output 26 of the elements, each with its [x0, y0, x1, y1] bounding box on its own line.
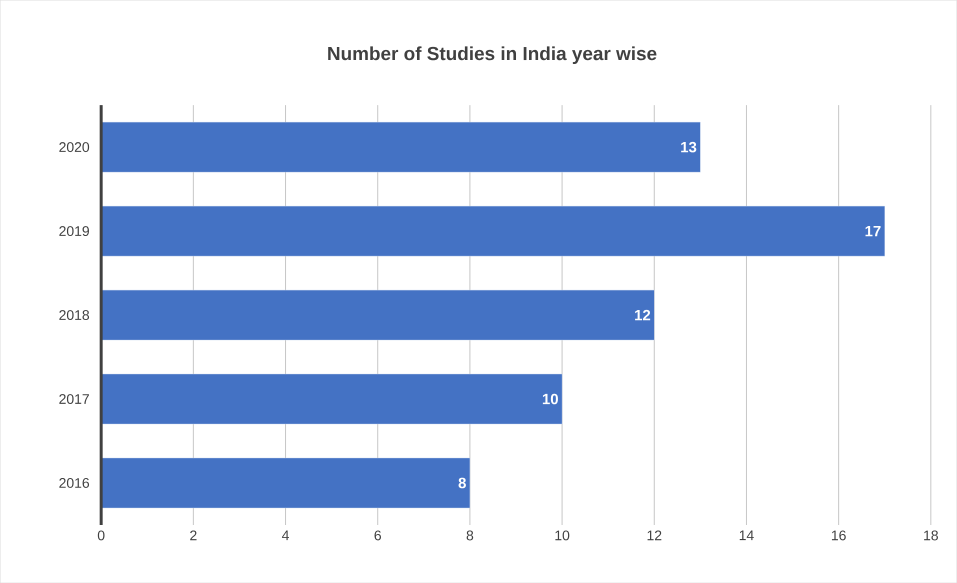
data-label: 12 — [635, 310, 650, 320]
x-tick-label: 4 — [282, 530, 289, 540]
data-label: 17 — [866, 226, 881, 236]
x-tick-label: 18 — [924, 530, 938, 540]
y-tick-label: 2019 — [59, 226, 89, 236]
data-label: 10 — [542, 394, 558, 404]
chart-title: Number of Studies in India year wise — [328, 46, 656, 64]
x-tick-label: 16 — [832, 530, 846, 540]
x-tick-label: 14 — [740, 530, 754, 540]
bar — [100, 290, 654, 340]
y-tick-label: 2020 — [59, 142, 90, 152]
data-label: 8 — [458, 478, 466, 488]
x-tick-label: 12 — [648, 530, 662, 540]
data-label: 13 — [681, 142, 696, 152]
bar — [100, 458, 470, 508]
bar — [100, 374, 562, 424]
bar — [100, 122, 701, 172]
y-tick-label: 2018 — [59, 310, 90, 320]
x-tick-label: 6 — [374, 530, 381, 540]
y-tick-label: 2016 — [59, 478, 90, 488]
bar — [100, 206, 885, 256]
x-tick-label: 10 — [555, 530, 570, 540]
x-tick-label: 8 — [466, 530, 474, 540]
x-tick-label: 0 — [98, 530, 105, 540]
x-tick-label: 2 — [190, 530, 197, 540]
y-tick-label: 2017 — [59, 394, 89, 404]
